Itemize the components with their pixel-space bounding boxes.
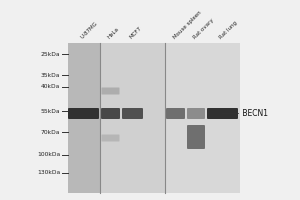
Text: U-87MG: U-87MG xyxy=(80,21,99,40)
FancyBboxPatch shape xyxy=(101,134,119,142)
Text: 25kDa: 25kDa xyxy=(40,52,60,57)
Text: Rat lung: Rat lung xyxy=(219,20,239,40)
Bar xyxy=(68,43,100,193)
FancyBboxPatch shape xyxy=(187,125,205,149)
Text: Rat ovary: Rat ovary xyxy=(193,18,215,40)
Text: HeLa: HeLa xyxy=(107,27,120,40)
FancyBboxPatch shape xyxy=(101,108,120,119)
FancyBboxPatch shape xyxy=(187,108,205,119)
FancyBboxPatch shape xyxy=(166,108,185,119)
Bar xyxy=(101,43,165,193)
FancyBboxPatch shape xyxy=(101,88,119,95)
Text: Mouse spleen: Mouse spleen xyxy=(172,10,202,40)
Text: MCF7: MCF7 xyxy=(129,26,143,40)
FancyBboxPatch shape xyxy=(68,108,99,119)
Text: 55kDa: 55kDa xyxy=(40,109,60,114)
Text: 100kDa: 100kDa xyxy=(37,152,60,157)
FancyBboxPatch shape xyxy=(207,108,238,119)
Text: 130kDa: 130kDa xyxy=(37,170,60,175)
Text: 35kDa: 35kDa xyxy=(40,73,60,78)
Bar xyxy=(166,43,240,193)
Text: 40kDa: 40kDa xyxy=(41,84,60,89)
Bar xyxy=(68,43,240,193)
Text: BECN1: BECN1 xyxy=(240,108,268,117)
Text: 70kDa: 70kDa xyxy=(40,130,60,135)
FancyBboxPatch shape xyxy=(122,108,143,119)
